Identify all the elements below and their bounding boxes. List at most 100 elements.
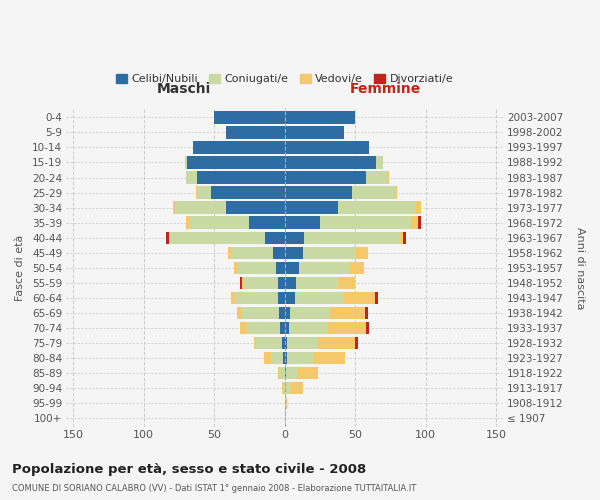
Bar <box>231 246 274 259</box>
Bar <box>250 216 284 229</box>
Bar <box>338 276 355 289</box>
Bar <box>189 216 250 229</box>
Bar <box>176 202 226 214</box>
Bar <box>284 337 287 349</box>
Bar <box>274 246 284 259</box>
Bar <box>287 337 319 349</box>
Y-axis label: Fasce di età: Fasce di età <box>15 234 25 301</box>
Bar <box>284 202 338 214</box>
Bar <box>278 367 280 379</box>
Bar <box>367 172 388 183</box>
Bar <box>286 397 287 409</box>
Bar <box>355 337 358 349</box>
Bar <box>226 126 284 138</box>
Legend: Celibi/Nubili, Coniugati/e, Vedovi/e, Divorziati/e: Celibi/Nubili, Coniugati/e, Vedovi/e, Di… <box>112 70 458 88</box>
Bar <box>296 276 338 289</box>
Bar <box>271 352 283 364</box>
Bar <box>388 172 389 183</box>
Bar <box>214 111 284 124</box>
Bar <box>365 306 368 319</box>
Bar <box>284 156 376 168</box>
Bar <box>239 276 242 289</box>
Bar <box>375 292 377 304</box>
Bar <box>229 246 231 259</box>
Bar <box>319 337 355 349</box>
Bar <box>284 142 369 154</box>
Bar <box>284 322 289 334</box>
Bar <box>303 246 356 259</box>
Bar <box>376 156 383 168</box>
Bar <box>328 322 367 334</box>
Bar <box>298 367 319 379</box>
Bar <box>284 262 299 274</box>
Bar <box>244 276 278 289</box>
Bar <box>278 292 284 304</box>
Bar <box>289 322 328 334</box>
Bar <box>338 202 416 214</box>
Y-axis label: Anni di nascita: Anni di nascita <box>575 226 585 309</box>
Bar <box>284 352 287 364</box>
Bar <box>284 172 367 183</box>
Bar <box>211 186 284 198</box>
Bar <box>282 382 283 394</box>
Bar <box>304 232 400 244</box>
Bar <box>412 216 418 229</box>
Bar <box>185 156 187 168</box>
Bar <box>193 142 284 154</box>
Bar <box>284 126 344 138</box>
Bar <box>256 337 282 349</box>
Bar <box>231 292 235 304</box>
Bar <box>284 232 304 244</box>
Text: Maschi: Maschi <box>157 82 211 96</box>
Bar <box>418 216 421 229</box>
Bar <box>287 352 313 364</box>
Text: Popolazione per età, sesso e stato civile - 2008: Popolazione per età, sesso e stato civil… <box>12 462 366 475</box>
Bar <box>254 337 256 349</box>
Bar <box>169 232 265 244</box>
Bar <box>263 352 271 364</box>
Bar <box>278 276 284 289</box>
Bar <box>400 232 403 244</box>
Bar <box>290 306 330 319</box>
Bar <box>284 382 290 394</box>
Bar <box>284 292 295 304</box>
Bar <box>196 186 197 198</box>
Bar <box>284 276 296 289</box>
Bar <box>197 172 284 183</box>
Bar <box>349 262 364 274</box>
Bar <box>283 352 284 364</box>
Bar <box>237 306 241 319</box>
Bar <box>356 246 368 259</box>
Bar <box>290 382 303 394</box>
Bar <box>330 306 365 319</box>
Bar <box>284 216 320 229</box>
Bar <box>173 202 176 214</box>
Bar <box>283 382 284 394</box>
Bar <box>280 322 284 334</box>
Bar <box>242 276 244 289</box>
Bar <box>284 306 290 319</box>
Bar <box>265 232 284 244</box>
Bar <box>284 111 355 124</box>
Bar <box>295 292 344 304</box>
Bar <box>166 232 169 244</box>
Bar <box>280 367 284 379</box>
Bar <box>284 186 352 198</box>
Bar <box>284 412 286 424</box>
Bar <box>284 246 303 259</box>
Bar <box>320 216 412 229</box>
Text: Femmine: Femmine <box>349 82 421 96</box>
Bar <box>234 262 237 274</box>
Bar <box>187 156 284 168</box>
Bar <box>284 367 286 379</box>
Bar <box>416 202 421 214</box>
Bar <box>239 322 247 334</box>
Bar <box>286 367 298 379</box>
Bar <box>226 202 284 214</box>
Bar <box>237 262 276 274</box>
Bar <box>276 262 284 274</box>
Bar <box>241 306 279 319</box>
Bar <box>247 322 280 334</box>
Bar <box>186 172 197 183</box>
Text: COMUNE DI SORIANO CALABRO (VV) - Dati ISTAT 1° gennaio 2008 - Elaborazione TUTTA: COMUNE DI SORIANO CALABRO (VV) - Dati IS… <box>12 484 416 493</box>
